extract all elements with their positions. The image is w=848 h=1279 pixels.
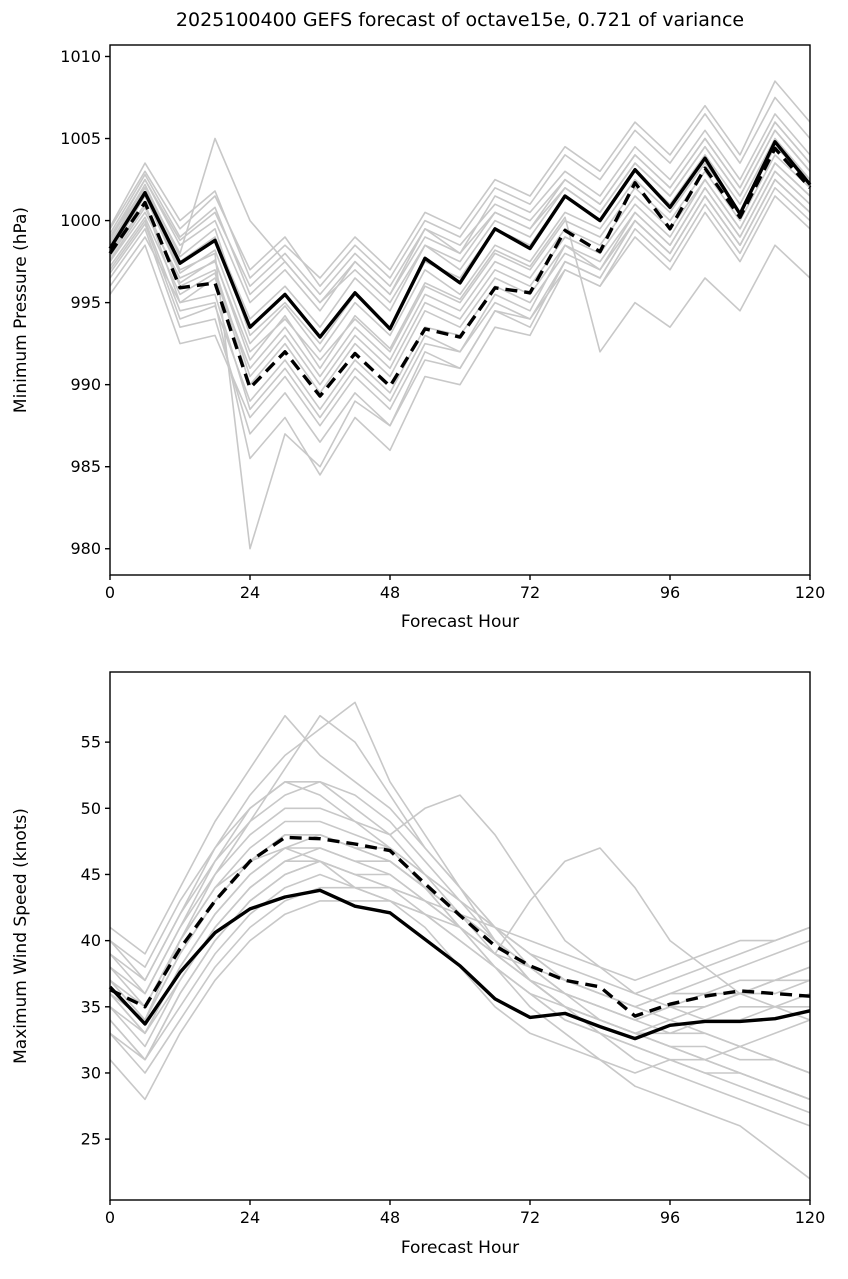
x-tick-label: 72: [520, 1208, 540, 1227]
x-tick-label: 120: [795, 1208, 826, 1227]
gefs-member-12-line: [109, 162, 811, 386]
ensemble-mean-solid-line: [108, 140, 812, 339]
y-tick-label: 995: [70, 293, 101, 312]
pressure-chart: 2025100400 GEFS forecast of octave15e, 0…: [11, 9, 826, 632]
y-tick-label: 990: [70, 375, 101, 394]
ensemble-mean-solid-line: [108, 888, 811, 1041]
x-tick-label: 96: [660, 583, 680, 602]
x-tick-label: 48: [380, 1208, 400, 1227]
x-tick-label: 0: [105, 1208, 115, 1227]
y-tick-label: 1010: [60, 47, 101, 66]
gefs-member-19-line: [109, 860, 810, 1061]
y-tick-label: 55: [81, 733, 101, 752]
gefs-member-14-line: [109, 129, 811, 304]
gefs-member-15-line: [109, 145, 811, 353]
y-tick-label: 35: [81, 997, 101, 1016]
gefs-member-06-line: [109, 847, 811, 1074]
gefs-member-16-line: [109, 860, 810, 1061]
gefs-member-08-line: [109, 714, 811, 1101]
gefs-member-20-line: [109, 206, 811, 370]
gefs-member-17-line: [109, 80, 811, 279]
pressure-plot-area: 0 24 48 72 96 120 980 985 990 995 1000 1005 1010: [60, 44, 826, 602]
x-tick-label: 48: [380, 583, 400, 602]
x-tick-label: 24: [240, 583, 260, 602]
wind-y-axis-label: Maximum Wind Speed (knots): [11, 808, 31, 1064]
y-tick-label: 50: [81, 799, 101, 818]
x-tick-label: 96: [660, 1208, 680, 1227]
y-tick-label: 980: [70, 539, 101, 558]
gefs-member-13-line: [109, 781, 811, 1114]
gefs-member-14-line: [109, 834, 811, 1035]
gefs-member-08-line: [109, 178, 811, 550]
y-tick-label: 45: [81, 865, 101, 884]
y-tick-label: 25: [81, 1130, 101, 1149]
x-tick-label: 0: [105, 583, 115, 602]
control-dashed-line: [108, 146, 812, 398]
gefs-member-01-line: [109, 847, 811, 1074]
gefs-member-19-line: [109, 137, 811, 345]
chart-title: 2025100400 GEFS forecast of octave15e, 0…: [176, 9, 744, 31]
x-tick-label: 24: [240, 1208, 260, 1227]
y-tick-label: 1000: [60, 211, 101, 230]
control-dashed-line: [109, 835, 811, 1018]
plot-frame: [109, 44, 811, 576]
gefs-member-16-line: [109, 170, 811, 394]
pressure-x-axis-label: Forecast Hour: [401, 612, 519, 632]
wind-plot-area: 0 24 48 72 96 120 25 30 35 40 45 50 55: [81, 671, 826, 1227]
wind-x-axis-label: Forecast Hour: [401, 1238, 519, 1258]
pressure-y-axis-label: Minimum Pressure (hPa): [11, 207, 31, 413]
plot-frame: [109, 671, 811, 1201]
gefs-member-13-line: [109, 195, 811, 427]
gefs-member-18-line: [109, 714, 811, 1074]
y-tick-label: 985: [70, 457, 101, 476]
y-tick-label: 30: [81, 1063, 101, 1082]
x-tick-label: 72: [520, 583, 540, 602]
x-tick-label: 120: [795, 583, 826, 602]
y-tick-label: 1005: [60, 129, 101, 148]
wind-chart: Maximum Wind Speed (knots) 0 24 48 72 96 120 2…: [11, 671, 826, 1258]
y-tick-label: 40: [81, 931, 101, 950]
gefs-member-09-line: [109, 847, 811, 1048]
gefs-member-10-line: [109, 794, 811, 1021]
